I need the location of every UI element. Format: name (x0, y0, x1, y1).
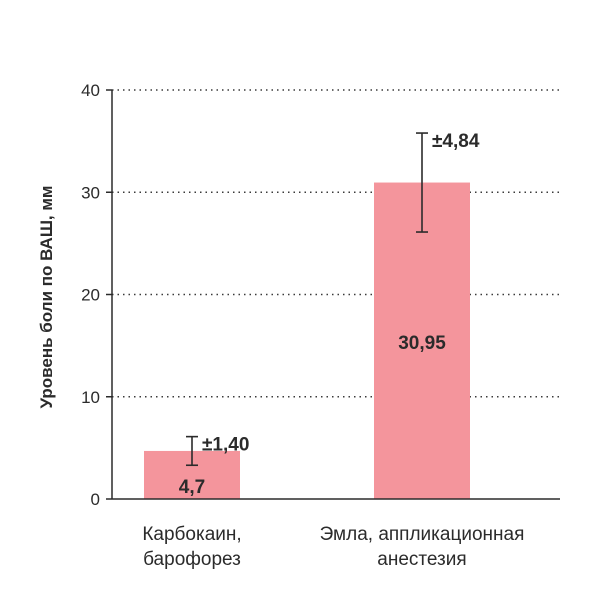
bars (144, 182, 470, 499)
x-category-label: Карбокаин, (142, 524, 241, 545)
axes (106, 89, 560, 500)
x-category-label: барофорез (143, 549, 241, 570)
y-axis-title: Уровень боли по ВАШ, мм (37, 185, 56, 408)
bar (374, 182, 470, 499)
value-label: 30,95 (398, 333, 446, 354)
y-tick-label: 20 (81, 286, 100, 305)
y-tick-label: 0 (91, 490, 100, 509)
error-label: ±1,40 (202, 435, 249, 456)
value-label: 4,7 (179, 477, 205, 498)
labels: 0 10 20 30 40 ±1,40 4,7 ±4,84 30,95 Карбокаин, бар… (81, 81, 524, 570)
grid-lines (112, 89, 560, 398)
y-tick-label: 30 (81, 183, 100, 202)
y-tick-label: 10 (81, 388, 100, 407)
x-category-label: Эмла, аппликационная (320, 524, 525, 545)
y-tick-label: 40 (81, 81, 100, 100)
error-label: ±4,84 (432, 131, 480, 152)
x-category-label: анестезия (377, 549, 466, 570)
